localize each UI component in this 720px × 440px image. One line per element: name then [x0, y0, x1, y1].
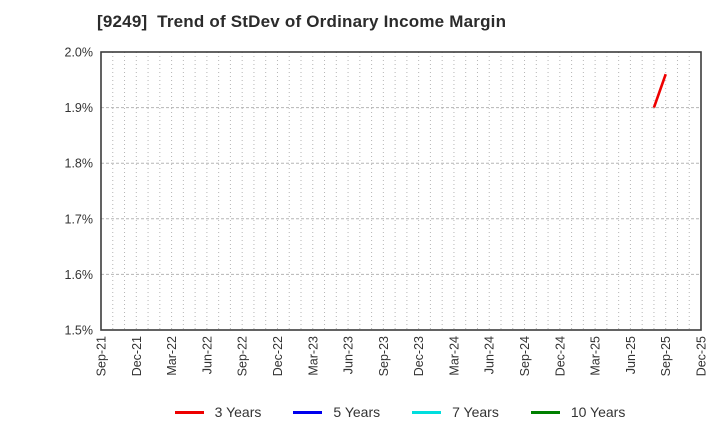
x-tick-label: Dec-23 — [412, 336, 426, 376]
x-tick-label: Sep-23 — [377, 336, 391, 376]
legend-swatch — [174, 410, 204, 414]
y-tick-label: 1.7% — [65, 212, 94, 226]
y-tick-label: 1.9% — [65, 101, 94, 115]
x-tick-label: Mar-25 — [589, 336, 603, 376]
legend: 3 Years 5 Years 7 Years 10 Years — [40, 404, 720, 420]
y-tick-labels: 2.0% 1.9% 1.8% 1.7% 1.6% 1.5% — [65, 46, 94, 338]
x-tick-label: Jun-24 — [483, 336, 497, 374]
v-gridlines — [112, 52, 690, 330]
y-tick-label: 1.5% — [65, 324, 94, 338]
h-gridlines — [101, 107, 701, 275]
x-tick-label: Dec-25 — [695, 336, 709, 376]
x-tick-label: Sep-22 — [236, 336, 250, 376]
x-tick-label: Sep-25 — [659, 336, 673, 376]
x-tick-label: Mar-23 — [306, 336, 320, 376]
legend-item-5-years: 5 Years — [293, 404, 380, 420]
y-tick-label: 2.0% — [65, 46, 94, 60]
plot-border — [100, 51, 702, 331]
x-tick-label: Sep-24 — [518, 336, 532, 376]
x-tick-label: Jun-25 — [624, 336, 638, 374]
x-tick-label: Sep-21 — [95, 336, 109, 376]
legend-label: 7 Years — [452, 404, 499, 420]
x-tick-label: Jun-23 — [342, 336, 356, 374]
x-tick-label: Mar-22 — [165, 336, 179, 376]
legend-swatch — [530, 410, 560, 414]
series-line-3-years — [652, 73, 667, 109]
x-tick-labels: Sep-21 Dec-21 Mar-22 Jun-22 Sep-22 Dec-22 Mar-… — [95, 336, 709, 376]
x-tick-label: Dec-21 — [130, 336, 144, 376]
legend-swatch — [412, 410, 442, 414]
legend-label: 5 Years — [333, 404, 381, 420]
x-tick-label: Jun-22 — [200, 336, 214, 374]
y-tick-label: 1.6% — [65, 268, 94, 282]
legend-item-7-years: 7 Years — [412, 404, 499, 420]
x-tick-label: Mar-24 — [447, 336, 461, 376]
x-tick-label: Dec-24 — [553, 336, 567, 376]
x-tick-label: Dec-22 — [271, 336, 285, 376]
legend-swatch — [293, 410, 323, 414]
legend-item-10-years: 10 Years — [530, 404, 626, 420]
y-tick-label: 1.8% — [65, 157, 94, 171]
chart-title: [9249] Trend of StDev of Ordinary Income… — [97, 12, 507, 31]
legend-label: 3 Years — [214, 404, 262, 420]
legend-label: 10 Years — [570, 404, 626, 420]
legend-item-3-years: 3 Years — [174, 404, 262, 420]
